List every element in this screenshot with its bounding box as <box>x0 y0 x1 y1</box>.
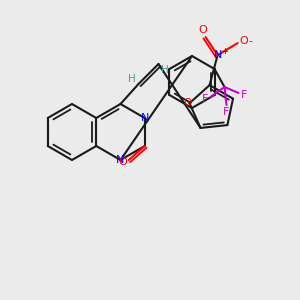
Text: H: H <box>128 74 135 84</box>
Text: O: O <box>239 36 248 46</box>
Text: +: + <box>221 46 228 56</box>
Text: O: O <box>183 98 192 108</box>
Text: H: H <box>160 65 168 75</box>
Text: F: F <box>223 107 230 117</box>
Text: N: N <box>116 155 125 165</box>
Text: F: F <box>202 94 209 104</box>
Text: -: - <box>249 36 253 46</box>
Text: F: F <box>241 90 248 100</box>
Text: O: O <box>198 25 207 35</box>
Text: O: O <box>118 157 127 167</box>
Text: N: N <box>213 50 222 60</box>
Text: N: N <box>141 113 149 123</box>
